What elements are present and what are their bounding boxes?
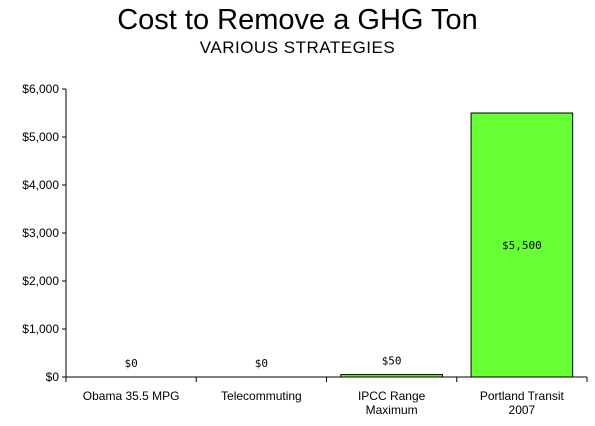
x-category-label: Obama 35.5 MPG xyxy=(83,389,180,403)
bar xyxy=(340,374,443,378)
y-tick-label: $2,000 xyxy=(22,274,59,288)
chart-subtitle: VARIOUS STRATEGIES xyxy=(199,38,396,57)
x-category-label: IPCC Range Maximum xyxy=(358,389,426,417)
y-tick-label: $1,000 xyxy=(22,322,59,336)
y-tick-label: $3,000 xyxy=(22,226,59,240)
y-tick-label: $4,000 xyxy=(22,178,59,192)
data-labels: $0 $0 $50 $5,500 xyxy=(125,239,542,370)
x-category-label: Portland Transit 2007 xyxy=(480,389,565,417)
y-tick-label: $0 xyxy=(46,370,60,384)
y-tick-label: $5,000 xyxy=(22,130,59,144)
bar-value-label: $5,500 xyxy=(502,239,542,252)
y-tick-label: $6,000 xyxy=(22,82,59,96)
chart-title: Cost to Remove a GHG Ton xyxy=(117,4,478,36)
bar-value-label: $0 xyxy=(255,357,268,370)
bar-value-label: $50 xyxy=(382,355,402,368)
x-axis: Obama 35.5 MPG Telecommuting IPCC Range Max… xyxy=(65,376,588,417)
bars xyxy=(340,112,574,378)
bar xyxy=(470,112,574,378)
y-axis: $0 $1,000 $2,000 $3,000 $4,000 $5,000 $6,000 xyxy=(22,82,67,384)
x-category-label: Telecommuting xyxy=(221,389,302,403)
bar-value-label: $0 xyxy=(125,357,138,370)
